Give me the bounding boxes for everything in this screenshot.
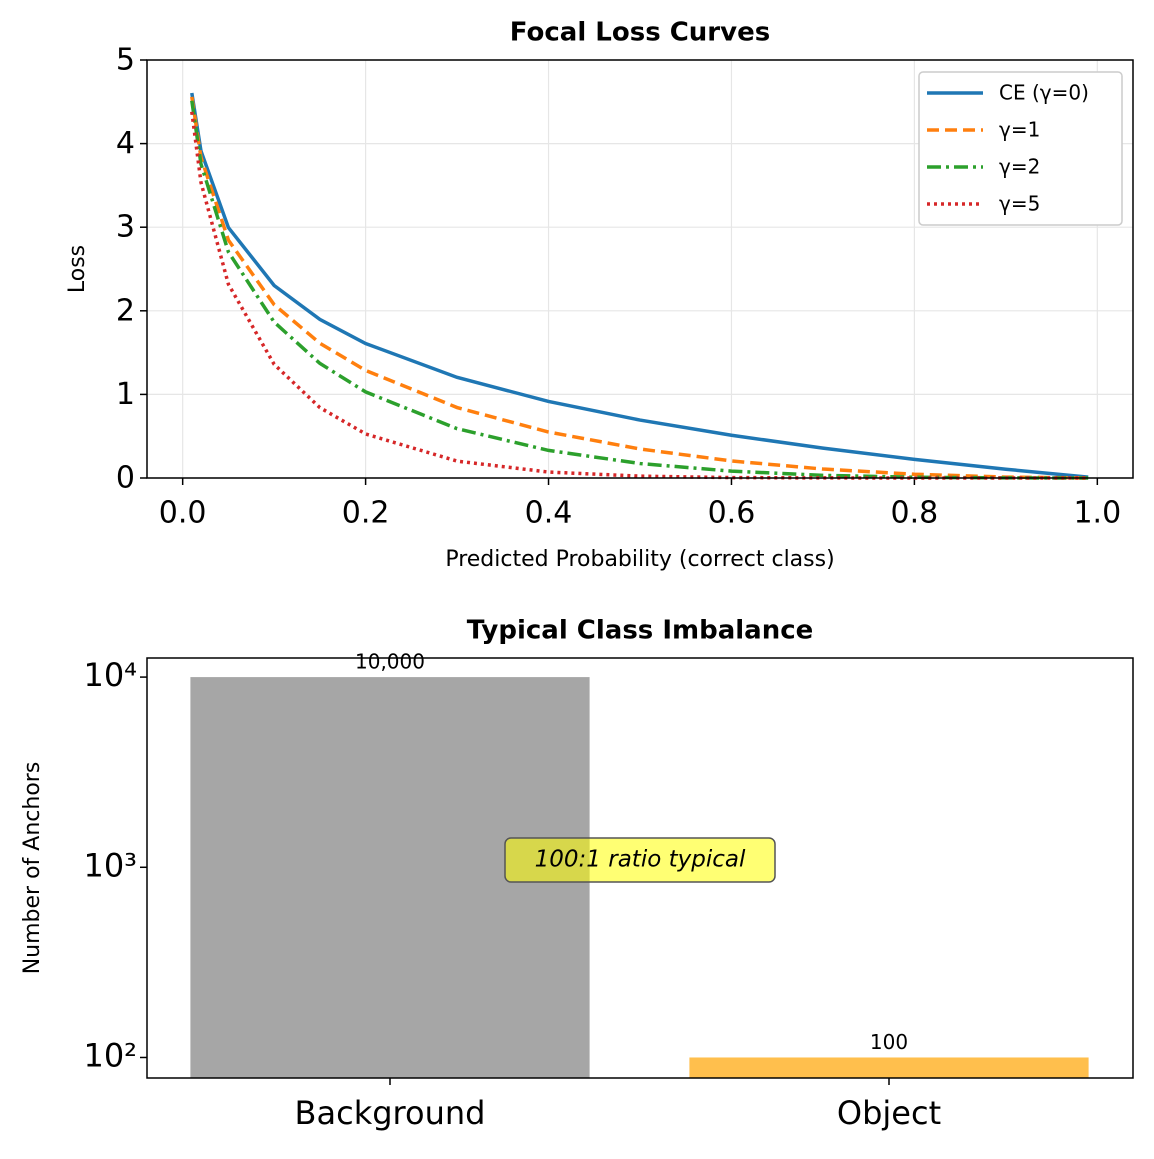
line-series (190, 92, 1089, 479)
legend-label: γ=5 (999, 192, 1040, 216)
line-series (190, 111, 1089, 480)
legend-label: γ=1 (999, 118, 1040, 142)
x-tick-label: 0.4 (525, 496, 573, 531)
y-tick-label: 3 (116, 210, 135, 245)
value-label: 10,000 (355, 650, 425, 674)
x-tick-label: 0.0 (159, 496, 207, 531)
y-axis-label: Loss (65, 245, 90, 293)
x-tick-label: Object (837, 1094, 941, 1132)
y-tick-label: 10³ (83, 846, 137, 884)
y-tick-label: 1 (116, 377, 135, 412)
y-tick-label: 4 (116, 126, 135, 161)
value-label: 100 (870, 1030, 908, 1054)
y-tick-label: 2 (116, 293, 135, 328)
y-tick-label: 10² (83, 1036, 137, 1074)
chart-title: Focal Loss Curves (510, 18, 770, 48)
x-tick-label: 0.8 (891, 496, 939, 531)
axes-frame (146, 657, 1134, 1079)
annotation: 100:1 ratio typical (535, 847, 746, 873)
y-tick-label: 5 (116, 43, 135, 78)
axes-frame (146, 59, 1134, 479)
y-axis-label: Number of Anchors (20, 762, 45, 975)
x-tick-label: 0.6 (708, 496, 756, 531)
x-tick-label: 0.2 (342, 496, 390, 531)
y-tick-label: 10⁴ (83, 656, 137, 694)
x-tick-label: Background (295, 1094, 486, 1132)
annotation-box (504, 837, 776, 883)
chart-title: Typical Class Imbalance (467, 616, 814, 646)
x-axis-label: Predicted Probability (correct class) (445, 547, 834, 572)
line-series (190, 96, 1089, 480)
line-series (190, 100, 1089, 480)
legend-label: CE (γ=0) (999, 81, 1089, 105)
legend-label: γ=2 (999, 155, 1040, 179)
bar (689, 1057, 1089, 1078)
legend-box (918, 71, 1123, 226)
x-tick-label: 1.0 (1073, 496, 1121, 531)
y-tick-label: 0 (116, 461, 135, 496)
